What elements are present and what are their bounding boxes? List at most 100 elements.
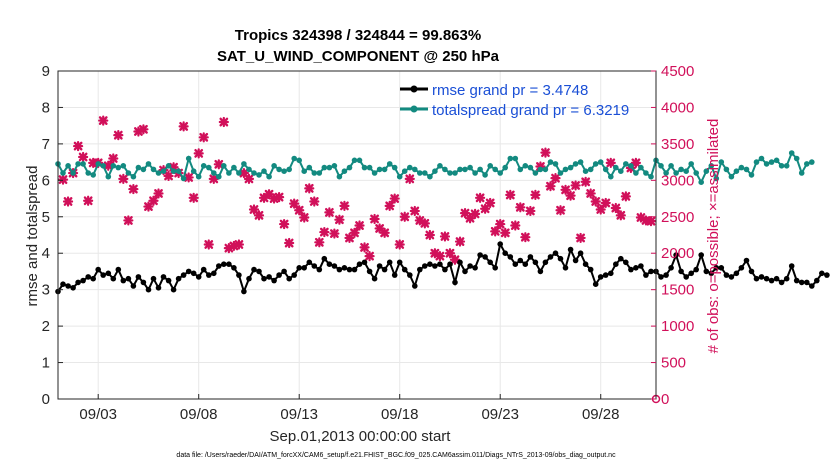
assimilated-obs-point [399,211,410,222]
assimilated-obs-point [520,232,531,243]
spread-point [462,166,468,173]
grid [58,70,656,400]
spread-point [708,163,715,169]
spread-point [175,168,182,174]
spread-point [613,164,619,171]
assimilated-obs-point [630,157,641,168]
rmse-point [256,268,262,275]
rmse-point [427,261,433,268]
spread-point [432,168,438,174]
y-tick-label: 1 [42,355,50,372]
rmse-point [356,261,363,268]
assimilated-obs-point [118,173,129,184]
rmse-point [819,270,825,277]
y2-tick-label: 1000 [661,318,694,335]
rmse-point [407,272,413,278]
rmse-point [492,265,499,271]
spread-point [417,170,423,176]
spread-point [346,164,353,171]
y-tick-label: 8 [42,99,50,116]
x-tick-label: 09/23 [481,406,519,423]
assimilated-obs-point [299,212,310,223]
rmse-point [341,265,348,271]
spread-point [296,157,303,164]
rmse-point [582,261,589,268]
assimilated-obs-point [615,210,626,221]
y-tick-label: 3 [42,282,50,299]
assimilated-obs-point [600,197,611,209]
assimilated-obs-point [620,191,631,202]
assimilated-obs-point [469,208,481,219]
spread-point [562,166,569,173]
rmse-point [658,274,664,280]
rmse-point [567,246,574,253]
x-tick-label: 09/08 [180,406,218,423]
rmse-point [457,259,463,266]
y-tick-label: 5 [42,209,50,226]
assimilated-obs-point [459,208,471,219]
spread-point [683,168,689,174]
spread-point [482,172,488,178]
rmse-point [366,268,373,275]
rmse-point [723,272,730,278]
assimilated-obs-point [505,189,516,201]
assimilated-obs-point [324,207,335,218]
assimilated-obs-point [595,204,606,215]
rmse-point [331,263,338,269]
assimilated-obs-point [550,173,561,184]
rmse-point [643,272,649,278]
assimilated-obs-point [62,196,74,207]
x-tick-label: 09/28 [582,406,620,423]
rmse-point [708,270,715,277]
assimilated-obs-point [274,191,285,203]
spread-point [145,161,152,167]
spread-point [110,163,117,169]
rmse-point [527,254,534,260]
spread-point [778,163,785,169]
spread-point [602,166,609,173]
assimilated-obs-point [83,195,94,206]
spread-point [60,170,66,176]
spread-point [170,168,177,174]
spread-point [301,168,308,174]
y2-tick-label: 3000 [661,172,694,189]
spread-point [668,163,674,169]
y2-tick-label: 500 [661,355,686,372]
rmse-point [768,277,775,284]
spread-point [532,170,539,176]
assimilated-obs-point [555,205,566,216]
assimilated-obs-point [309,196,320,207]
spread-point [90,172,96,178]
rmse-point [216,263,222,269]
assimilated-obs-point [575,232,586,244]
rmse-point [592,281,599,288]
spread-point [216,173,222,180]
assimilated-obs-point [374,223,385,234]
rmse-point [190,270,197,277]
spread-point [804,161,810,167]
spread-point [326,164,333,171]
spread-point [608,173,614,180]
spread-point [643,170,649,176]
spread-point [361,164,368,171]
rmse-point [798,279,805,286]
spread-point [633,170,639,176]
rmse-point [346,266,353,273]
rmse-point [361,259,368,266]
assimilated-obs-point [304,183,315,194]
spread-point [537,166,544,173]
spread-point [135,164,142,171]
spread-point [371,170,378,176]
assimilated-obs-point [183,172,194,183]
spread-point [623,161,629,167]
spread-point [336,173,343,180]
spread-point [231,164,237,171]
spread-point [698,179,704,185]
spread-point [412,166,418,173]
spread-point [65,163,71,169]
spread-point [386,161,393,167]
y-axis-label: rmse and totalspread [24,166,41,307]
assimilated-obs-point [500,227,511,238]
rmse-point [376,263,383,269]
